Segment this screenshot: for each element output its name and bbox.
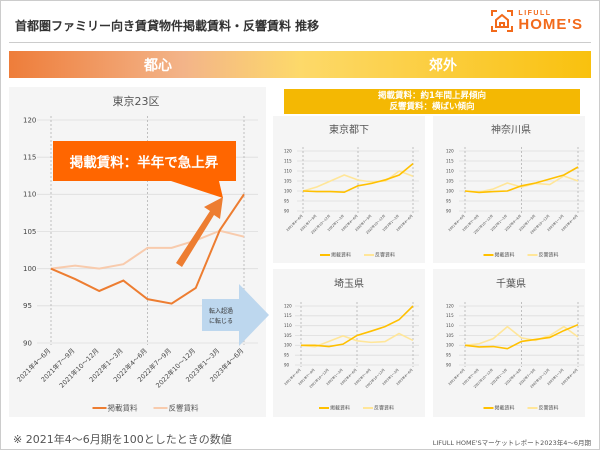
y-tick-label: 120 (284, 148, 292, 153)
y-tick-label: 105 (446, 333, 454, 338)
y-tick-label: 120 (446, 303, 454, 308)
callout-text: 掲載賃料：半年で急上昇 (70, 154, 219, 171)
y-tick-label: 95 (23, 302, 32, 310)
y-tick-label: 95 (284, 198, 290, 203)
y-tick-label: 115 (23, 154, 36, 162)
y-tick-label: 120 (23, 116, 36, 124)
y-tick-label: 100 (284, 343, 292, 348)
y-tick-label: 105 (284, 333, 292, 338)
chart-title: 千葉県 (496, 277, 526, 290)
y-tick-label: 115 (446, 158, 454, 163)
chart-title: 東京都下 (329, 123, 369, 136)
y-tick-label: 110 (446, 323, 454, 328)
migration-arrow-icon (202, 284, 269, 346)
legend-label: 反響賃料 (539, 405, 559, 412)
y-tick-label: 115 (446, 313, 454, 318)
y-tick-label: 90 (446, 208, 452, 213)
y-tick-label: 120 (446, 148, 454, 153)
arrow-note-line1: 転入超過 (209, 307, 233, 315)
legend-label: 掲載賃料 (495, 252, 515, 259)
legend-label: 掲載賃料 (495, 405, 515, 412)
y-tick-label: 115 (284, 313, 292, 318)
chart-title: 東京23区 (113, 94, 160, 108)
y-tick-label: 100 (446, 343, 454, 348)
y-tick-label: 95 (446, 353, 452, 358)
chart-title: 埼玉県 (334, 277, 364, 290)
arrow-note-line2: に転じる (209, 317, 233, 325)
legend-label: 反響賃料 (375, 252, 395, 259)
source-note: LIFULL HOME'Sマーケットレポート2023年4～6月期 (433, 437, 591, 447)
y-tick-label: 100 (446, 188, 454, 193)
y-tick-label: 110 (23, 191, 36, 199)
y-tick-label: 120 (284, 303, 292, 308)
y-tick-label: 100 (284, 188, 292, 193)
legend-label: 反響賃料 (539, 252, 559, 259)
y-tick-label: 95 (446, 198, 452, 203)
y-tick-label: 105 (23, 228, 36, 236)
legend-label: 掲載賃料 (331, 252, 351, 259)
y-tick-label: 90 (23, 339, 32, 347)
footnote: ※ 2021年4～6月期を100としたときの数値 (13, 431, 232, 447)
y-tick-label: 90 (284, 362, 290, 367)
y-tick-label: 110 (284, 323, 292, 328)
legend-label: 反響賃料 (169, 403, 199, 413)
legend-label: 反響賃料 (374, 405, 394, 412)
y-tick-label: 90 (446, 362, 452, 367)
y-tick-label: 110 (284, 168, 292, 173)
y-tick-label: 105 (284, 178, 292, 183)
y-tick-label: 115 (284, 158, 292, 163)
y-tick-label: 100 (23, 265, 36, 273)
legend-label: 掲載賃料 (330, 405, 350, 412)
y-tick-label: 105 (446, 178, 454, 183)
chart-title: 神奈川県 (491, 123, 531, 136)
legend-label: 掲載賃料 (108, 403, 138, 413)
y-tick-label: 90 (284, 208, 290, 213)
y-tick-label: 110 (446, 168, 454, 173)
y-tick-label: 95 (284, 353, 290, 358)
